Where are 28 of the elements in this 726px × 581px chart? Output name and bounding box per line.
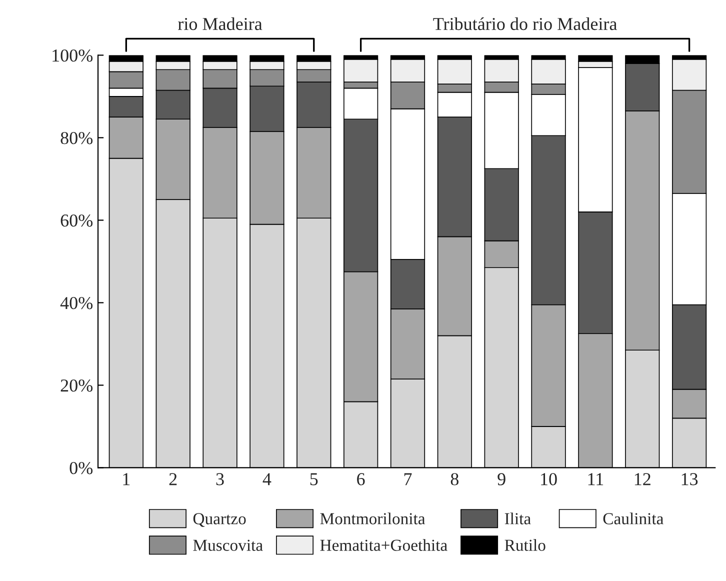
x-tick-label: 2 (169, 473, 177, 486)
y-tick-label: 20% (60, 379, 93, 392)
text: rio Madeira (178, 17, 262, 30)
text: Tributário do rio Madeira (433, 17, 617, 30)
legend-label: Hematita+Goethita (320, 539, 448, 551)
x-tick-label: 11 (588, 473, 604, 486)
y-tick-label: 100% (52, 49, 93, 62)
legend-label: Montmorilonita (320, 512, 426, 524)
y-tick-label: 0% (70, 462, 93, 474)
legend-label: Ilita (504, 512, 531, 524)
x-tick-label: 4 (262, 473, 272, 486)
x-tick-label: 1 (123, 473, 130, 486)
legend-label: Quartzo (193, 513, 246, 527)
y-tick-label: 60% (60, 214, 93, 227)
legend-label: Caulinita (603, 512, 664, 524)
legend-label: Rutilo (504, 539, 546, 551)
legend-label: Muscovita (193, 540, 263, 551)
x-tick-label: 13 (682, 473, 698, 486)
y-tick-label: 40% (60, 296, 93, 310)
y-tick-label: 80% (60, 132, 93, 144)
x-tick-label: 9 (498, 473, 506, 486)
x-tick-label: 8 (450, 473, 458, 486)
x-tick-label: 5 (310, 473, 318, 486)
x-tick-label: 7 (404, 473, 412, 486)
x-tick-label: 10 (541, 473, 557, 486)
x-tick-label: 3 (216, 473, 224, 486)
x-tick-label: 12 (634, 473, 650, 486)
x-tick-label: 6 (357, 473, 365, 486)
